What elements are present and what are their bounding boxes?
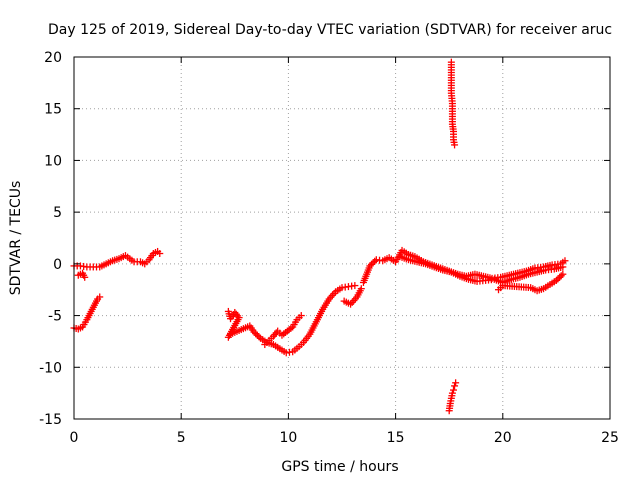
data-point [556,273,564,281]
data-point [554,275,562,283]
y-tick-label: -10 [39,360,62,376]
chart-title: Day 125 of 2019, Sidereal Day-to-day VTE… [48,22,612,38]
data-point [559,263,567,271]
y-axis-label: SDTVAR / TECUs [8,181,24,296]
data-point [559,270,567,278]
grid-lines [74,57,610,419]
data-point [557,272,565,280]
data-point [297,312,305,320]
data-point [250,328,258,336]
x-tick-label: 25 [601,430,619,446]
data-point [81,273,89,281]
data-points [70,58,569,415]
y-tick-label: 5 [53,205,62,221]
data-point [253,331,261,339]
x-tick-label: 20 [494,430,512,446]
data-point [156,250,164,258]
y-tick-label: 0 [53,257,62,273]
x-axis-label: GPS time / hours [281,459,398,475]
data-point [252,330,260,338]
data-point [255,333,263,341]
x-tick-label: 15 [387,430,405,446]
y-tick-label: 10 [44,153,62,169]
data-point [449,386,457,394]
data-point [371,257,379,265]
data-point [351,282,359,290]
y-tick-label: 15 [44,102,62,118]
y-tick-label: -5 [48,309,62,325]
data-point [357,285,365,293]
data-point [451,382,459,390]
data-point [448,389,456,397]
x-tick-label: 5 [177,430,186,446]
data-point [369,259,377,267]
data-point [561,257,569,265]
data-point [366,262,374,270]
y-tick-label: 20 [44,50,62,66]
data-point [452,379,460,387]
axis-ticks [73,56,611,420]
plot-frame [73,56,611,420]
x-tick-label: 0 [70,430,79,446]
data-point [451,141,459,149]
x-tick-label: 10 [279,430,297,446]
data-point [96,293,104,301]
y-tick-label: -15 [39,412,62,428]
data-point [367,260,375,268]
data-point [552,276,560,284]
